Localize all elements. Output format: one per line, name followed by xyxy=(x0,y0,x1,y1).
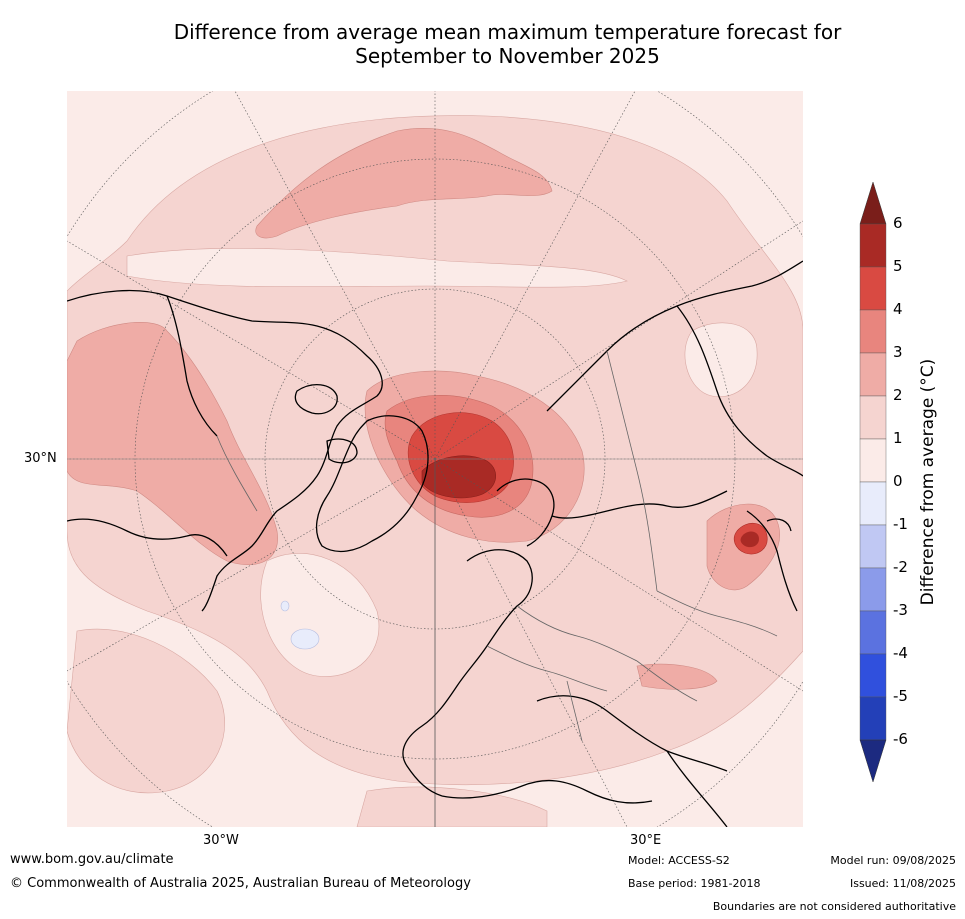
colorbar-tick-label: 0 xyxy=(893,472,903,490)
colorbar-tick-label: -5 xyxy=(893,687,908,705)
anomaly-band-5-6 xyxy=(421,455,496,499)
footer-base-period: Base period: 1981-2018 xyxy=(628,877,761,890)
colorbar-tick-label: -1 xyxy=(893,515,908,533)
colorbar-band xyxy=(859,223,887,268)
title-line-2: September to November 2025 xyxy=(355,44,660,68)
footer-url[interactable]: www.bom.gov.au/climate xyxy=(10,852,174,867)
colorbar-band xyxy=(859,610,887,655)
country-boundaries xyxy=(216,350,778,742)
colorbar-band xyxy=(859,438,887,483)
colorbar-axis-label: Difference from average (°C) xyxy=(918,358,938,606)
colorbar-tick-label: -6 xyxy=(893,730,908,748)
footer-copyright: © Commonwealth of Australia 2025, Austra… xyxy=(10,876,471,891)
footer-model: Model: ACCESS-S2 xyxy=(628,854,730,867)
footer-issued: Issued: 11/08/2025 xyxy=(849,877,956,890)
colorbar-tick-label: -2 xyxy=(893,558,908,576)
coastlines xyxy=(67,260,803,827)
anomaly-cool-patch xyxy=(290,628,320,650)
anomaly-band-2-3-america xyxy=(67,322,278,565)
anomaly-patch-0-1-east xyxy=(684,322,758,398)
anomaly-patch-0-1-arctic-rim xyxy=(126,248,628,288)
colorbar-tick-label: 6 xyxy=(893,214,903,232)
colorbar-band xyxy=(859,395,887,440)
anomaly-band-2-3-himalaya xyxy=(636,663,718,690)
latitude-label-30n: 30°N xyxy=(24,451,57,466)
map-title: Difference from average mean maximum tem… xyxy=(60,20,955,68)
colorbar-extend-top xyxy=(859,181,887,225)
longitude-label-30e: 30°E xyxy=(630,833,662,848)
colorbar-tick-label: 5 xyxy=(893,257,903,275)
colorbar-tick-label: 1 xyxy=(893,429,903,447)
colorbar-band xyxy=(859,266,887,311)
footer-disclaimer: Boundaries are not considered authoritat… xyxy=(712,900,956,913)
colorbar-tick-label: -4 xyxy=(893,644,908,662)
colorbar xyxy=(859,181,887,782)
colorbar-band xyxy=(859,309,887,354)
colorbar-tick-label: 4 xyxy=(893,300,903,318)
colorbar-band xyxy=(859,481,887,526)
footer-model-run: Model run: 09/08/2025 xyxy=(830,854,956,867)
colorbar-band xyxy=(859,352,887,397)
colorbar-tick-label: -3 xyxy=(893,601,908,619)
anomaly-hotspot-china-core xyxy=(740,531,759,548)
polar-map xyxy=(67,91,803,827)
longitude-label-30w: 30°W xyxy=(203,833,239,848)
colorbar-band xyxy=(859,653,887,698)
colorbar-band xyxy=(859,524,887,569)
anomaly-cool-patch-small xyxy=(280,600,290,612)
colorbar-extend-bottom xyxy=(859,739,887,782)
anomaly-band-1-2-south xyxy=(67,628,225,794)
colorbar-tick-label: 2 xyxy=(893,386,903,404)
colorbar-band xyxy=(859,567,887,612)
colorbar-tick-label: 3 xyxy=(893,343,903,361)
anomaly-band-1-2-med xyxy=(356,786,548,827)
colorbar-band xyxy=(859,696,887,741)
title-line-1: Difference from average mean maximum tem… xyxy=(173,20,842,44)
anomaly-patch-0-1-atlantic xyxy=(260,553,380,677)
map-canvas xyxy=(67,91,803,827)
